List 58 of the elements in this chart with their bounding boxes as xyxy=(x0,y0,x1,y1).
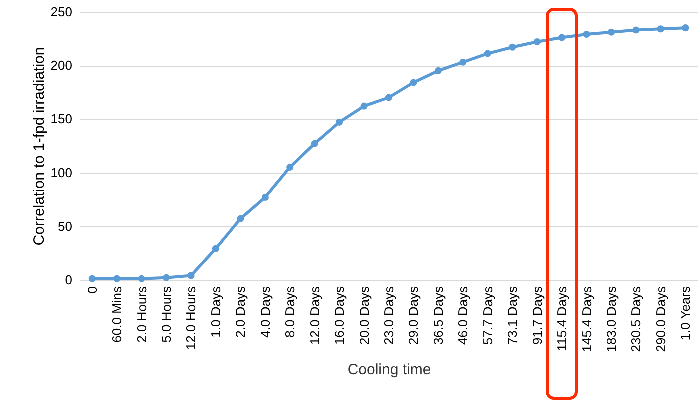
x-tick-label: 1.0 Years xyxy=(678,286,694,341)
point xyxy=(162,274,170,282)
x-tick-label: 230.5 Days xyxy=(628,286,644,352)
x-tick-label: 2.0 Days xyxy=(233,286,248,338)
point xyxy=(88,275,96,282)
point xyxy=(583,30,590,38)
point xyxy=(434,67,442,74)
x-tick-label: 36.5 Days xyxy=(430,286,446,346)
x-tick-label: 183.0 Days xyxy=(604,286,619,352)
x-tick-label: 16.0 Days xyxy=(332,286,348,346)
point xyxy=(657,26,664,33)
point xyxy=(188,272,195,280)
x-tick-label: 12.0 Days xyxy=(307,286,322,346)
x-tick-label: 4.0 Days xyxy=(258,286,273,338)
point xyxy=(262,194,269,201)
y-tick-label: 200 xyxy=(50,58,72,74)
x-tick-label: 29.0 Days xyxy=(406,286,422,346)
x-tick-label: 5.0 Hours xyxy=(159,286,174,343)
point xyxy=(138,275,146,282)
x-tick-label: 20.0 Days xyxy=(356,286,372,346)
point xyxy=(608,28,616,36)
y-tick-label: 150 xyxy=(50,112,72,127)
y-tick-label: 50 xyxy=(58,218,72,234)
point xyxy=(212,245,220,252)
x-tick-label: 2.0 Hours xyxy=(134,286,150,343)
point xyxy=(558,34,566,42)
point xyxy=(410,79,418,86)
point xyxy=(360,102,368,110)
y-tick-label: 250 xyxy=(50,4,72,20)
x-tick-label: 8.0 Days xyxy=(282,286,298,338)
x-tick-label: 1.0 Days xyxy=(208,286,224,338)
y-axis-title: Correlation to 1-fpd irradiation xyxy=(30,47,48,246)
x-tick-label: 60.0 Mins xyxy=(110,286,125,343)
point xyxy=(632,26,640,34)
x-tick-label: 12.0 Hours xyxy=(184,286,199,350)
x-tick-label: 46.0 Days xyxy=(456,286,471,346)
point xyxy=(385,94,393,102)
x-tick-label: 73.1 Days xyxy=(505,286,520,346)
x-tick-label: 145.4 Days xyxy=(579,286,594,352)
y-tick-label: 100 xyxy=(50,165,72,180)
point xyxy=(336,118,344,126)
x-tick-label: 0 xyxy=(84,286,100,294)
x-tick-label: 290.0 Days xyxy=(653,286,668,352)
point xyxy=(484,50,492,58)
point xyxy=(286,164,294,171)
point xyxy=(311,140,318,148)
x-tick-label: 115.4 Days xyxy=(554,286,570,352)
point xyxy=(509,44,516,51)
point xyxy=(237,215,244,222)
x-tick-label: 23.0 Days xyxy=(382,286,396,346)
point xyxy=(114,275,121,282)
point xyxy=(682,24,690,32)
x-tick-label: 91.7 Days xyxy=(530,286,545,346)
point xyxy=(534,38,541,46)
point xyxy=(460,58,467,66)
x-axis-title: Cooling time xyxy=(348,361,432,378)
x-tick-label: 57.7 Days xyxy=(480,286,496,346)
y-tick-label: 0 xyxy=(65,272,72,288)
